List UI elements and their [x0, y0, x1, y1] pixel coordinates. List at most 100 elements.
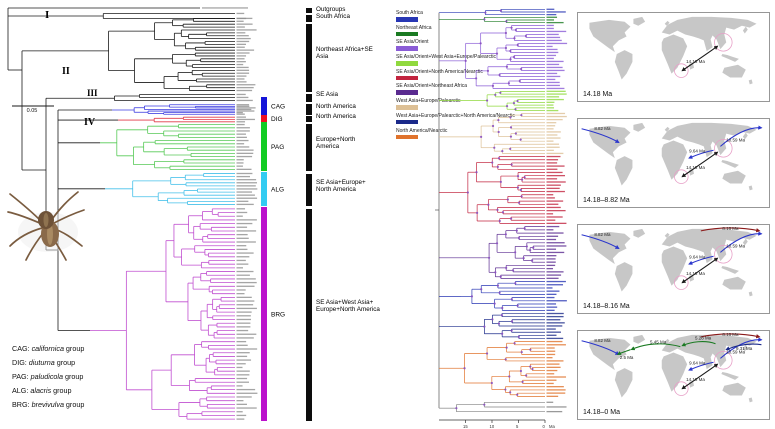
group-legend-item-PAG: PAG: paludicola group	[12, 372, 84, 381]
se-asia-circle	[714, 33, 733, 52]
group-legend-item-BRG: BRG: brevivulva group	[12, 400, 85, 409]
region-bar-5	[306, 116, 312, 122]
area-legend-label-3: SE Asia/Orient+West Asia+Europe/Palearct…	[396, 54, 496, 61]
world-map-svg: 14.18 Ma	[589, 16, 757, 85]
area-legend-label-8: North America/Nearctic	[396, 127, 448, 134]
dispersal-date-label: 10.59 Ma	[726, 349, 745, 354]
world-landmass	[589, 122, 757, 191]
area-legend-swatch-2	[396, 46, 418, 51]
area-legend-label-5: SE Asia/Orient+Northeast Africa	[396, 83, 468, 90]
dispersal-arrow-sea_to_safrica	[681, 45, 719, 72]
dispersal-date-label: 10.59 Ma	[726, 137, 745, 142]
world-landmass	[589, 228, 757, 297]
dispersal-date-label: 8.82 Ma	[594, 232, 611, 237]
dispersal-date-label: 10.59 Ma	[726, 243, 745, 248]
area-legend-swatch-5	[396, 90, 418, 95]
clade-numeral-II: II	[62, 66, 70, 77]
time-axis-tick-0: 15	[463, 424, 468, 429]
clade-numeral-III: III	[87, 88, 98, 98]
area-legend-swatch-0	[396, 17, 418, 22]
group-bar-ALG	[261, 172, 267, 206]
region-bar-8	[306, 209, 312, 421]
region-bar-4	[306, 104, 312, 115]
area-legend-label-1: Northeast Africa	[396, 24, 432, 31]
world-map-svg: 14.18 Ma 9.64 Ma 10.59 Ma 8.82 Ma 8.16 Ma	[581, 226, 763, 297]
biogeography-map-4: 14.18 Ma 9.64 Ma 10.59 Ma 8.82 Ma 8.16 Ma 9.3…	[577, 330, 770, 420]
region-bar-0	[306, 8, 312, 13]
south-africa-circle	[674, 381, 689, 396]
region-bar-7	[306, 174, 312, 206]
time-axis-tick-3: 0	[543, 424, 546, 429]
time-axis-tick-2: 5	[516, 424, 519, 429]
dispersal-date-label: 9.64 Ma	[689, 361, 706, 366]
dispersal-date-label: 8.16 Ma	[722, 332, 739, 337]
group-legend-item-CAG: CAG: californica group	[12, 344, 85, 353]
group-legend-item-DIG: DIG: diuturna group	[12, 358, 76, 367]
dispersal-arrow-sea_to_safrica	[681, 363, 719, 390]
area-legend-swatch-1	[396, 31, 418, 37]
dispersal-arrow-asia_bering_north	[700, 227, 761, 233]
se-asia-circle	[714, 351, 733, 370]
region-label-7: SE Asia+West Asia+ Europe+North America	[316, 299, 380, 314]
area-legend-swatch-3	[396, 61, 418, 66]
area-legend-swatch-4	[396, 75, 418, 81]
dispersal-arrow-bering_to_namerica	[581, 128, 620, 143]
region-label-4: North America	[316, 113, 356, 120]
se-asia-circle	[714, 139, 733, 158]
se-asia-circle	[714, 245, 733, 264]
south-africa-circle	[674, 275, 689, 290]
clade-numeral-I: I	[45, 9, 50, 21]
dispersal-date-label: 8.16 Ma	[722, 226, 739, 231]
world-map-svg: 14.18 Ma 9.64 Ma 10.59 Ma 8.82 Ma 8.16 Ma 9.3…	[581, 332, 763, 403]
area-legend-swatch-6	[396, 105, 418, 110]
biogeography-map-3: 14.18 Ma 9.64 Ma 10.59 Ma 8.82 Ma 8.16 Ma 14.…	[577, 224, 770, 314]
area-legend-label-4: SE Asia/Orient+North America/Nearctic	[396, 68, 483, 75]
region-label-0: Outgroups South Africa	[316, 6, 350, 21]
south-africa-circle	[674, 169, 689, 184]
left-phylogeny-svg: CAG DIG PAG ALG BRG	[7, 7, 312, 421]
spider-photo	[7, 191, 85, 261]
area-legend-label-2: SE Asia/Orient	[396, 39, 429, 46]
dispersal-date-label: 14.18 Ma	[686, 377, 705, 382]
group-bar-BRG	[261, 207, 267, 421]
area-legend-label-6: West Asia+Europe/Palearctic	[396, 98, 461, 105]
group-bar-label-DIG: DIG	[271, 116, 283, 123]
dispersal-arrow-sea_to_bering	[720, 337, 763, 359]
dispersal-date-label: 14.18 Ma	[686, 59, 705, 64]
dispersal-arrow-bering_to_namerica	[581, 340, 620, 355]
area-legend-swatch-8	[396, 134, 418, 139]
map-caption-2: 14.18–8.82 Ma	[583, 197, 630, 204]
map-caption-3: 14.18–8.16 Ma	[583, 303, 630, 310]
dispersal-date-label: 14.18 Ma	[686, 271, 705, 276]
region-label-3: North America	[316, 102, 356, 110]
dispersal-arrow-sea_to_safrica	[681, 151, 719, 178]
region-bar-3	[306, 94, 312, 102]
dispersal-date-label: 9.64 Ma	[689, 149, 706, 154]
group-legend: CAG: californica group DIG: diuturna grou…	[12, 344, 84, 414]
dispersal-arrow-sea_to_neafrica	[688, 149, 714, 159]
map-caption-4: 14.18–0 Ma	[583, 409, 620, 416]
group-bar-DIG	[261, 115, 267, 122]
time-axis-unit: Ma	[549, 424, 555, 429]
scale-bar-label: 0.05	[26, 108, 38, 114]
area-legend-label-7: West Asia+Europe/Palearctic+North Americ…	[396, 112, 515, 119]
region-bar-6	[306, 124, 312, 171]
dispersal-arrow-sea_to_neafrica	[688, 255, 714, 265]
dated-phylogeny-svg: 15 10 5 0 Ma	[435, 8, 568, 429]
region-label-2: SE Asia	[316, 91, 339, 98]
dispersal-arrow-europe_to_atlantic	[630, 343, 681, 351]
area-legend: South Africa Northeast Africa SE Asia/Orie…	[396, 10, 566, 142]
world-map-svg: 14.18 Ma 9.64 Ma 10.59 Ma 8.82 Ma	[581, 122, 763, 191]
dispersal-arrow-sea_to_safrica	[681, 257, 719, 284]
dispersal-date-label: 9.64 Ma	[689, 255, 706, 260]
south-africa-circle	[674, 63, 689, 78]
biogeography-map-2: 14.18 Ma 9.64 Ma 10.59 Ma 8.82 Ma 14.18–8.82…	[577, 118, 770, 208]
group-bar-label-ALG: ALG	[271, 186, 284, 193]
area-legend-swatch-7	[396, 119, 418, 125]
dispersal-arrow-asia_to_europe	[681, 341, 716, 347]
region-label-6: SE Asia+Europe+ North America	[316, 179, 366, 194]
dispersal-arrow-asia_bering_north	[700, 333, 761, 339]
dispersal-arrow-bering_to_namerica	[581, 234, 620, 249]
group-bar-CAG	[261, 97, 267, 115]
area-legend-label-0: South Africa	[396, 10, 423, 16]
